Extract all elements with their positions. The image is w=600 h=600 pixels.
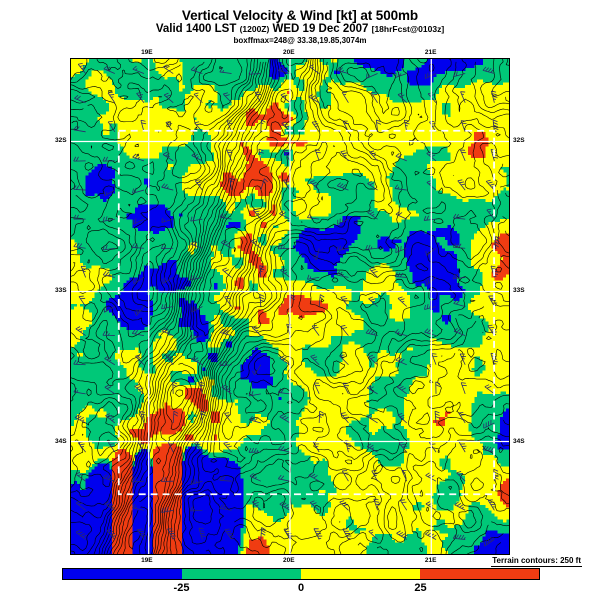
valid-time-line: Valid 1400 LST (1200Z) WED 19 Dec 2007 [… [0,23,600,36]
colorbar-tick-25: 25 [414,582,427,594]
lon-tick-top-19E: 19E [141,49,153,56]
lon-tick-bottom-19E: 19E [141,557,153,564]
title-block: Vertical Velocity & Wind [kt] at 500mb V… [0,0,600,46]
forecast-tag: [18hrFcst@0103z] [371,24,445,34]
page-title: Vertical Velocity & Wind [kt] at 500mb [181,8,419,23]
stats-line: boxffmax=248@ 33.38,19.85,3074m [233,36,367,45]
wind-barbs [73,62,500,547]
terrain-contour-lines [71,59,509,554]
lon-tick-top-20E: 20E [283,49,295,56]
colorbar-band-0 [63,569,182,579]
inner-domain-box [117,129,495,496]
lat-tick-left-33S: 33S [55,287,67,295]
filled-contour-bands [71,59,509,554]
lat-tick-left-32S: 32S [55,136,67,144]
colorbar-band-1 [182,569,301,579]
colorbar[interactable]: -25 0 25 [62,568,540,594]
terrain-contour-note: Terrain contours: 250 ft [491,556,582,567]
valid-utc: (1200Z) [239,24,270,34]
lon-tick-top-21E: 21E [424,49,437,56]
lat-tick-right-32S: 32S [513,136,525,144]
lat-lon-gridlines [71,59,509,554]
colorbar-band-2 [301,569,420,579]
lon-tick-bottom-20E: 20E [283,557,295,564]
valid-day: WED 19 Dec 2007 [272,23,369,35]
contour-field [71,59,509,554]
colorbar-tick-0: 0 [297,582,305,594]
lat-tick-left-34S: 34S [55,438,67,446]
lat-tick-right-34S: 34S [513,438,525,446]
colorbar-band-3 [420,569,539,579]
valid-prefix: Valid 1400 LST [155,23,237,35]
lat-tick-right-33S: 33S [513,287,525,295]
colorbar-tick--25: -25 [173,582,190,594]
colorbar-gradient [62,568,540,580]
map-plot-area[interactable] [70,58,510,555]
lon-tick-bottom-21E: 21E [424,557,437,564]
